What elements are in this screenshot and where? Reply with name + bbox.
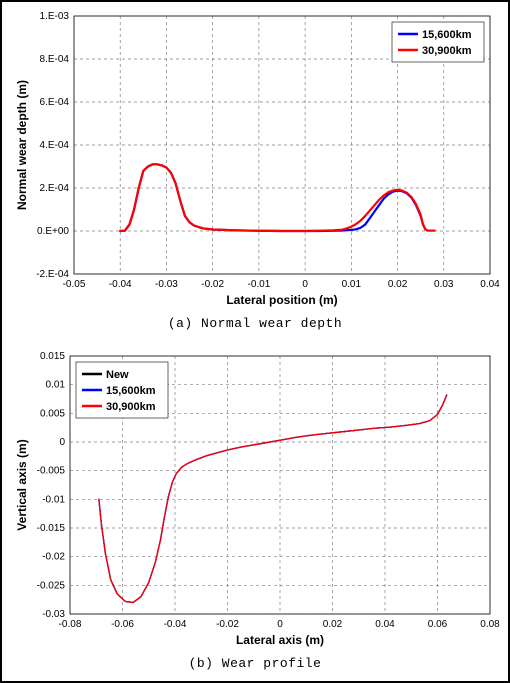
svg-text:30,900km: 30,900km: [422, 45, 472, 57]
svg-text:-0.01: -0.01: [42, 494, 65, 505]
svg-text:4.E-04: 4.E-04: [40, 140, 70, 151]
svg-text:0: 0: [59, 437, 65, 448]
svg-text:-0.005: -0.005: [37, 466, 66, 477]
svg-text:-0.04: -0.04: [164, 619, 187, 630]
svg-text:-0.03: -0.03: [42, 609, 65, 620]
svg-text:0.04: 0.04: [480, 279, 500, 290]
svg-text:0.01: 0.01: [342, 279, 362, 290]
svg-text:30,900km: 30,900km: [106, 401, 156, 413]
caption-b: (b) Wear profile: [2, 656, 508, 671]
chart-b: -0.08 -0.06 -0.04 -0.02 0 0.02 0.04 0.06 0.08 -0.…: [12, 348, 502, 648]
svg-text:-0.05: -0.05: [63, 279, 86, 290]
svg-text:-0.025: -0.025: [37, 580, 66, 591]
svg-text:-0.03: -0.03: [155, 279, 178, 290]
svg-text:0.03: 0.03: [434, 279, 454, 290]
svg-text:-0.01: -0.01: [247, 279, 270, 290]
svg-text:15,600km: 15,600km: [422, 29, 472, 41]
svg-text:-0.02: -0.02: [216, 619, 239, 630]
svg-text:Lateral position (m): Lateral position (m): [226, 293, 337, 307]
caption-a: (a) Normal wear depth: [2, 316, 508, 331]
svg-text:-0.015: -0.015: [37, 523, 66, 534]
chart-b-panel: -0.08 -0.06 -0.04 -0.02 0 0.02 0.04 0.06 0.08 -0.…: [12, 348, 498, 648]
svg-text:-0.06: -0.06: [111, 619, 134, 630]
svg-text:0.E+00: 0.E+00: [37, 226, 69, 237]
svg-text:-0.02: -0.02: [201, 279, 224, 290]
svg-text:2.E-04: 2.E-04: [40, 183, 70, 194]
svg-text:0.02: 0.02: [388, 279, 408, 290]
svg-text:0: 0: [277, 619, 283, 630]
chart-a-panel: -0.05 -0.04 -0.03 -0.02 -0.01 0 0.01 0.02 0.03 0.…: [12, 8, 498, 308]
svg-text:Normal wear depth (m): Normal wear depth (m): [15, 80, 29, 210]
svg-text:0.06: 0.06: [428, 619, 448, 630]
svg-text:-2.E-04: -2.E-04: [36, 269, 69, 280]
svg-text:0.01: 0.01: [46, 380, 66, 391]
svg-text:0: 0: [302, 279, 308, 290]
svg-text:0.005: 0.005: [40, 408, 65, 419]
svg-text:New: New: [106, 369, 129, 381]
svg-text:-0.04: -0.04: [109, 279, 132, 290]
svg-text:0.04: 0.04: [375, 619, 395, 630]
svg-text:1.E-03: 1.E-03: [40, 11, 70, 22]
svg-text:8.E-04: 8.E-04: [40, 54, 70, 65]
svg-text:-0.08: -0.08: [59, 619, 82, 630]
svg-text:0.08: 0.08: [480, 619, 500, 630]
svg-text:15,600km: 15,600km: [106, 385, 156, 397]
chart-a: -0.05 -0.04 -0.03 -0.02 -0.01 0 0.01 0.02 0.03 0.…: [12, 8, 502, 308]
figure-container: -0.05 -0.04 -0.03 -0.02 -0.01 0 0.01 0.02 0.03 0.…: [0, 0, 510, 683]
svg-text:Vertical axis (m): Vertical axis (m): [15, 439, 29, 530]
svg-text:0.02: 0.02: [323, 619, 343, 630]
svg-text:6.E-04: 6.E-04: [40, 97, 70, 108]
svg-text:0.015: 0.015: [40, 351, 65, 362]
svg-text:Lateral axis (m): Lateral axis (m): [236, 633, 324, 647]
svg-text:-0.02: -0.02: [42, 552, 65, 563]
